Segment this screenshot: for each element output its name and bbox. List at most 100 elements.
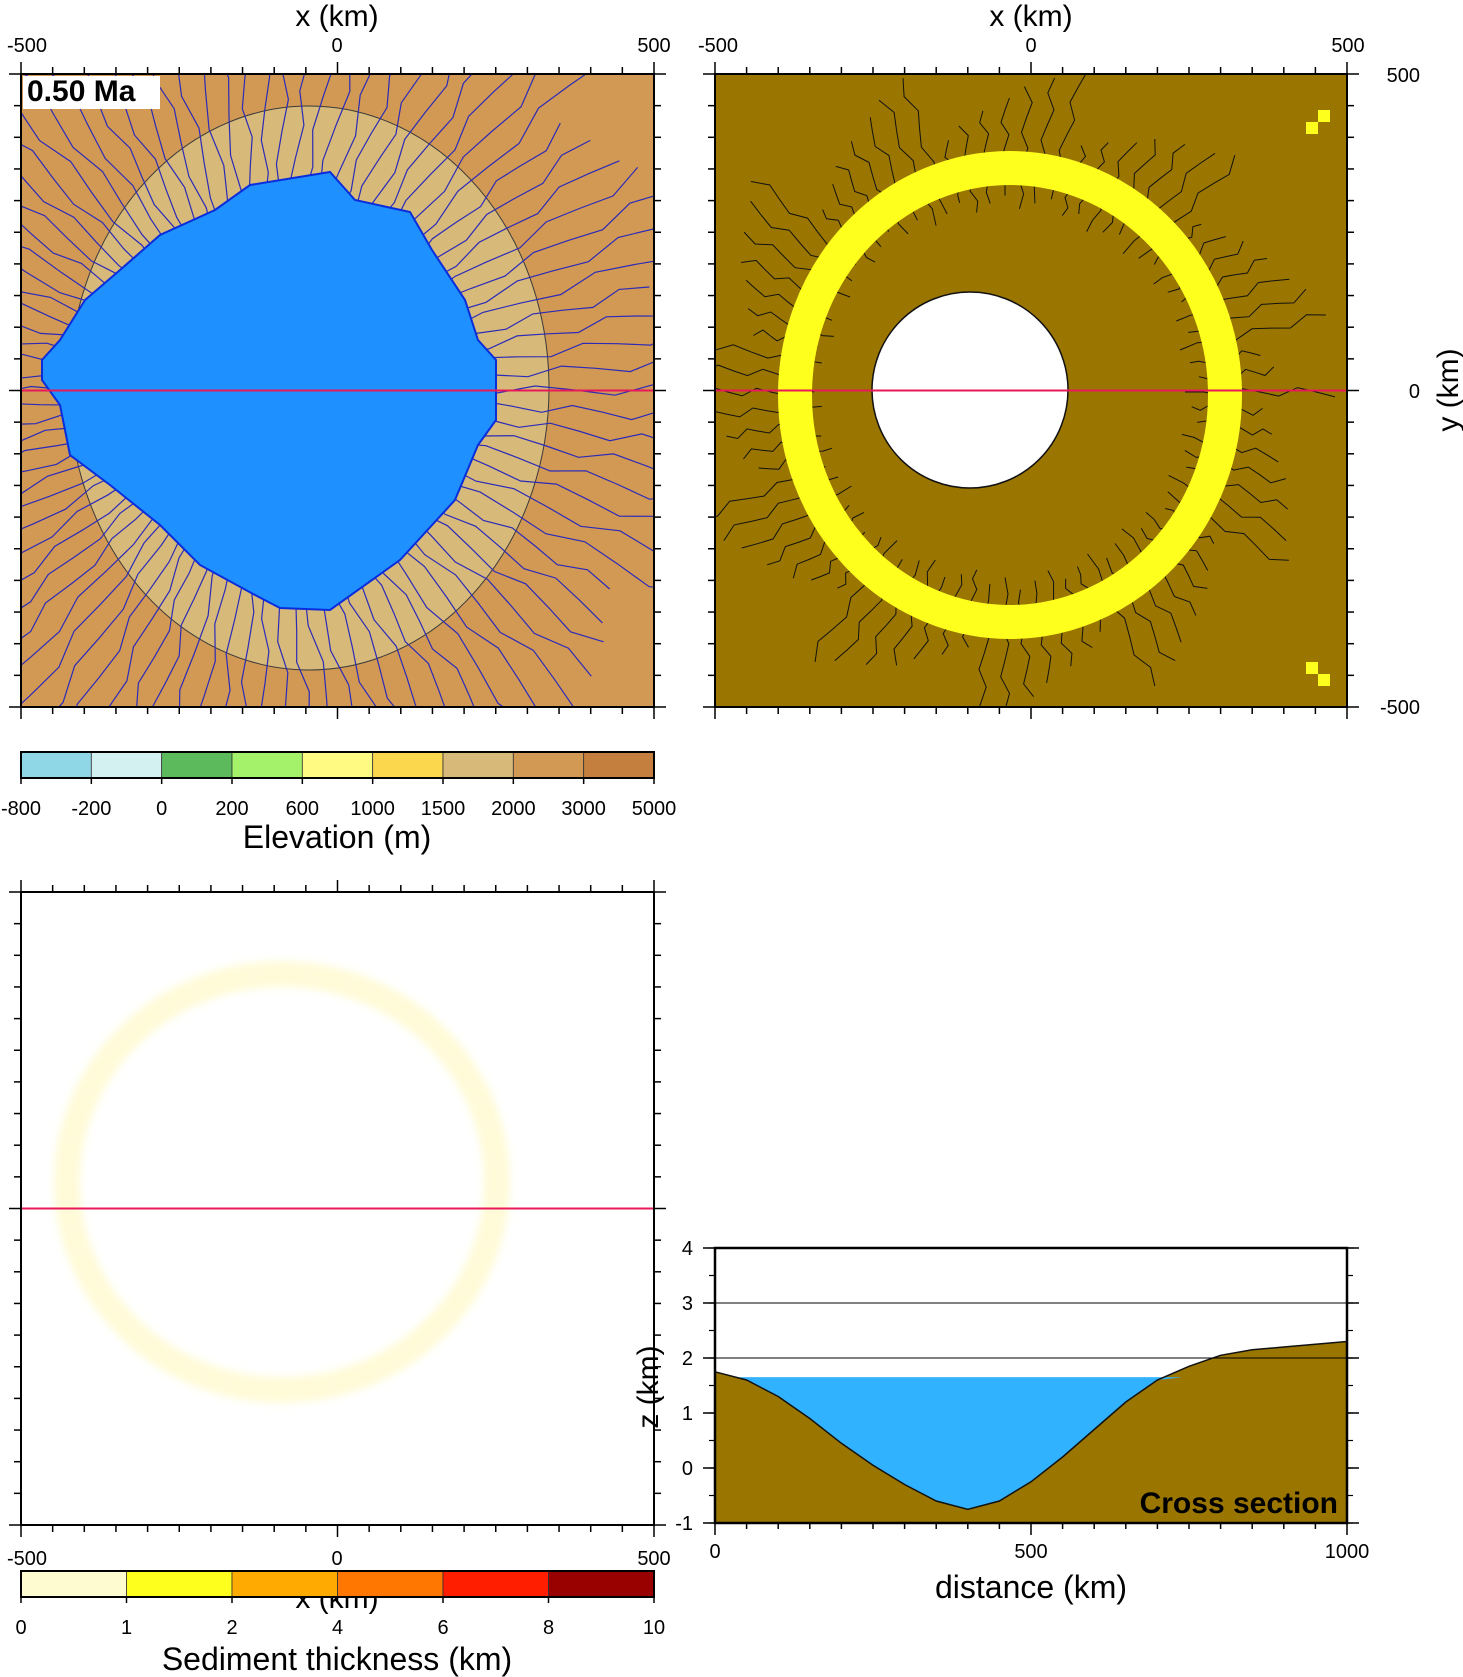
y-tick-label: 500 — [1387, 65, 1420, 87]
y-tick-label: -1 — [675, 1513, 693, 1535]
cross-section-y-title: z (km) — [632, 1345, 665, 1428]
colorbar-swatch — [372, 751, 444, 779]
colorbar-swatch — [20, 751, 92, 779]
drainage-channel — [108, 529, 197, 707]
drainage-channel — [21, 291, 115, 329]
colorbar-tick-label: 200 — [215, 798, 248, 820]
drainage-channel — [21, 174, 146, 286]
colorbar-tick-label: 10 — [643, 1617, 665, 1639]
x-tick-label: 500 — [1014, 1541, 1047, 1563]
y-tick-label: -500 — [1380, 697, 1420, 719]
drainage-channel — [878, 99, 937, 226]
cross-section-panel: -1 0 1 2 3 4 0 500 1000 Cross section distance (… — [632, 1238, 1369, 1605]
colorbar-tick-label: 600 — [286, 798, 319, 820]
uplift-ring — [778, 151, 1242, 639]
x-axis-title-2: x (km) — [989, 0, 1072, 33]
drainage-channel — [21, 448, 122, 495]
colorbar-swatch — [442, 751, 514, 779]
drainage-channel — [58, 514, 183, 707]
drainage-channel — [178, 538, 226, 707]
drainage-channel — [21, 490, 134, 581]
colorbar-tick-label: 1000 — [350, 798, 395, 820]
elevation-map-content — [21, 74, 654, 707]
cross-section-x-title: distance (km) — [935, 1569, 1127, 1605]
x-tick-label: 1000 — [1325, 1541, 1370, 1563]
drainage-channel — [131, 74, 209, 252]
sediment-ring — [54, 961, 510, 1403]
x-tick-label: 0 — [331, 1548, 342, 1570]
drainage-channel — [21, 474, 138, 554]
drainage-channel — [21, 410, 102, 425]
erosion-map-content — [715, 74, 1347, 707]
colorbar-swatch — [301, 751, 374, 779]
elevation-panel: 0.50 Ma x (km) -500 0 500 — [7, 0, 671, 719]
colorbar-swatch — [512, 751, 585, 779]
colorbar-swatch — [583, 751, 655, 779]
y-tick-label: 1 — [682, 1403, 693, 1425]
x-tick-label: 0 — [709, 1541, 720, 1563]
colorbar-tick-label: -200 — [71, 798, 111, 820]
drainage-channel — [21, 514, 170, 705]
colorbar-tick-label: -800 — [1, 798, 41, 820]
colorbar-tick-label: 1500 — [421, 798, 466, 820]
lake-water-top — [740, 1377, 1183, 1510]
drainage-channel — [1018, 86, 1033, 210]
y-tick-label: 0 — [1409, 381, 1420, 403]
corner-mark — [1306, 122, 1318, 134]
x-tick-label: 0 — [1025, 35, 1036, 57]
colorbar-tick-label: 3000 — [561, 798, 606, 820]
drainage-channel — [50, 74, 173, 251]
x-tick-label: -500 — [698, 35, 738, 57]
drainage-channel — [21, 325, 103, 348]
ground-shoulder — [715, 1341, 1347, 1523]
drainage-channel — [21, 513, 157, 667]
colorbar-swatch — [442, 1570, 549, 1598]
colorbar-swatch — [337, 1570, 444, 1598]
y-tick-label: 0 — [682, 1458, 693, 1480]
y-axis-title: y (km) — [1432, 348, 1463, 431]
elevation-colorbar: -800 -200 0 200 600 1000 1500 2000 3000 5000 — [1, 751, 677, 820]
drainage-channel — [199, 553, 234, 707]
corner-mark — [1318, 674, 1330, 686]
sediment-panel: -500 0 500 x (km) — [7, 880, 671, 1615]
surface-line — [714, 1340, 1348, 1511]
drainage-channel — [21, 223, 129, 300]
cross-section-title: Cross section — [1140, 1487, 1338, 1520]
y-tick-label: 4 — [682, 1238, 693, 1260]
drainage-channel — [1168, 474, 1287, 541]
drainage-channel — [1000, 577, 1011, 707]
drainage-channel — [76, 530, 185, 707]
drainage-channel — [225, 547, 245, 707]
colorbar-swatch — [126, 1570, 233, 1598]
drainage-channel — [136, 545, 202, 707]
colorbar-tick-label: 0 — [15, 1617, 26, 1639]
corner-mark — [1318, 110, 1330, 122]
drainage-channel — [151, 542, 214, 707]
drainage-channel — [21, 111, 165, 275]
drainage-channel — [203, 74, 236, 242]
drainage-channel — [21, 494, 146, 609]
colorbar-swatch — [161, 751, 233, 779]
x-tick-label: 500 — [1331, 35, 1364, 57]
colorbar-tick-label: 5000 — [632, 798, 677, 820]
x-tick-label: 0 — [331, 35, 342, 57]
drainage-channel — [21, 463, 115, 508]
x-tick-label: -500 — [7, 1548, 47, 1570]
colorbar-tick-label: 8 — [543, 1617, 554, 1639]
x-tick-label: 500 — [637, 35, 670, 57]
colorbar-swatch — [90, 751, 163, 779]
drainage-channel — [21, 469, 126, 530]
colorbar-swatch — [231, 1570, 338, 1598]
y-tick-label: 2 — [682, 1348, 693, 1370]
colorbar-swatch — [231, 751, 303, 779]
drainage-channel — [113, 74, 194, 245]
colorbar-tick-label: 4 — [332, 1617, 343, 1639]
drainage-channel — [21, 143, 148, 273]
drainage-channel — [1114, 543, 1182, 643]
drainage-channel — [226, 74, 245, 233]
drainage-channel — [21, 205, 146, 299]
erosion-panel: x (km) -500 0 500 500 0 -500 y (km) — [698, 0, 1463, 719]
y-tick-label: 3 — [682, 1293, 693, 1315]
drainage-channel — [152, 74, 215, 242]
